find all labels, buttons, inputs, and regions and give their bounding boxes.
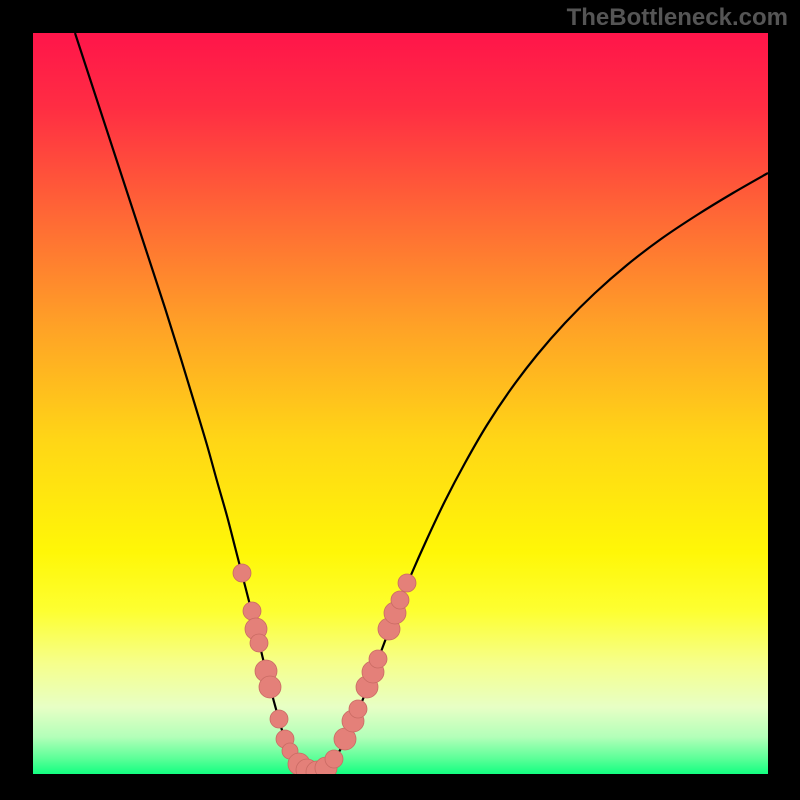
- watermark-text: TheBottleneck.com: [567, 4, 788, 32]
- plot-area: [33, 33, 768, 774]
- gradient-background: [33, 33, 768, 774]
